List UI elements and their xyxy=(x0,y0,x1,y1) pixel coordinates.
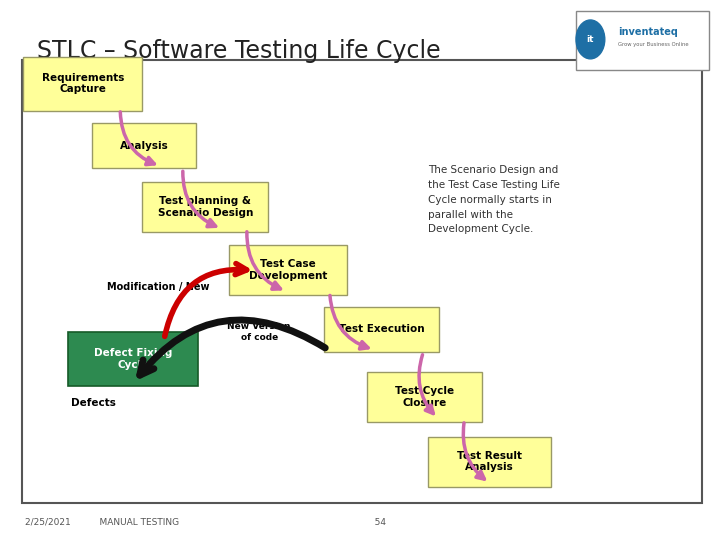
FancyBboxPatch shape xyxy=(92,124,196,168)
Text: Test Execution: Test Execution xyxy=(339,325,424,334)
Text: Requirements
Capture: Requirements Capture xyxy=(42,73,124,94)
FancyBboxPatch shape xyxy=(24,57,143,111)
FancyBboxPatch shape xyxy=(324,307,439,352)
Text: The Scenario Design and
the Test Case Testing Life
Cycle normally starts in
para: The Scenario Design and the Test Case Te… xyxy=(428,165,560,234)
Text: Modification / New: Modification / New xyxy=(107,282,209,292)
Text: Test Cycle
Closure: Test Cycle Closure xyxy=(395,386,454,408)
FancyBboxPatch shape xyxy=(229,245,348,295)
FancyBboxPatch shape xyxy=(22,60,702,503)
Text: Test planning &
Scenario Design: Test planning & Scenario Design xyxy=(158,196,253,218)
Text: Grow your Business Online: Grow your Business Online xyxy=(618,42,688,48)
Text: Defects: Defects xyxy=(71,399,115,408)
Text: 2/25/2021          MANUAL TESTING                                               : 2/25/2021 MANUAL TESTING xyxy=(25,517,386,526)
FancyBboxPatch shape xyxy=(68,332,198,386)
Text: inventateq: inventateq xyxy=(618,28,678,37)
Text: Test Case
Development: Test Case Development xyxy=(249,259,327,281)
Text: Analysis: Analysis xyxy=(120,141,168,151)
Text: New Version
of code: New Version of code xyxy=(228,322,291,342)
Text: STLC – Software Testing Life Cycle: STLC – Software Testing Life Cycle xyxy=(37,39,441,63)
FancyBboxPatch shape xyxy=(576,11,709,70)
FancyBboxPatch shape xyxy=(428,436,551,487)
Text: Test Result
Analysis: Test Result Analysis xyxy=(457,451,522,472)
Text: it: it xyxy=(587,35,594,44)
Text: Defect Fixing
Cycle: Defect Fixing Cycle xyxy=(94,348,172,370)
FancyBboxPatch shape xyxy=(142,181,268,232)
FancyBboxPatch shape xyxy=(367,372,482,422)
Ellipse shape xyxy=(576,20,605,59)
